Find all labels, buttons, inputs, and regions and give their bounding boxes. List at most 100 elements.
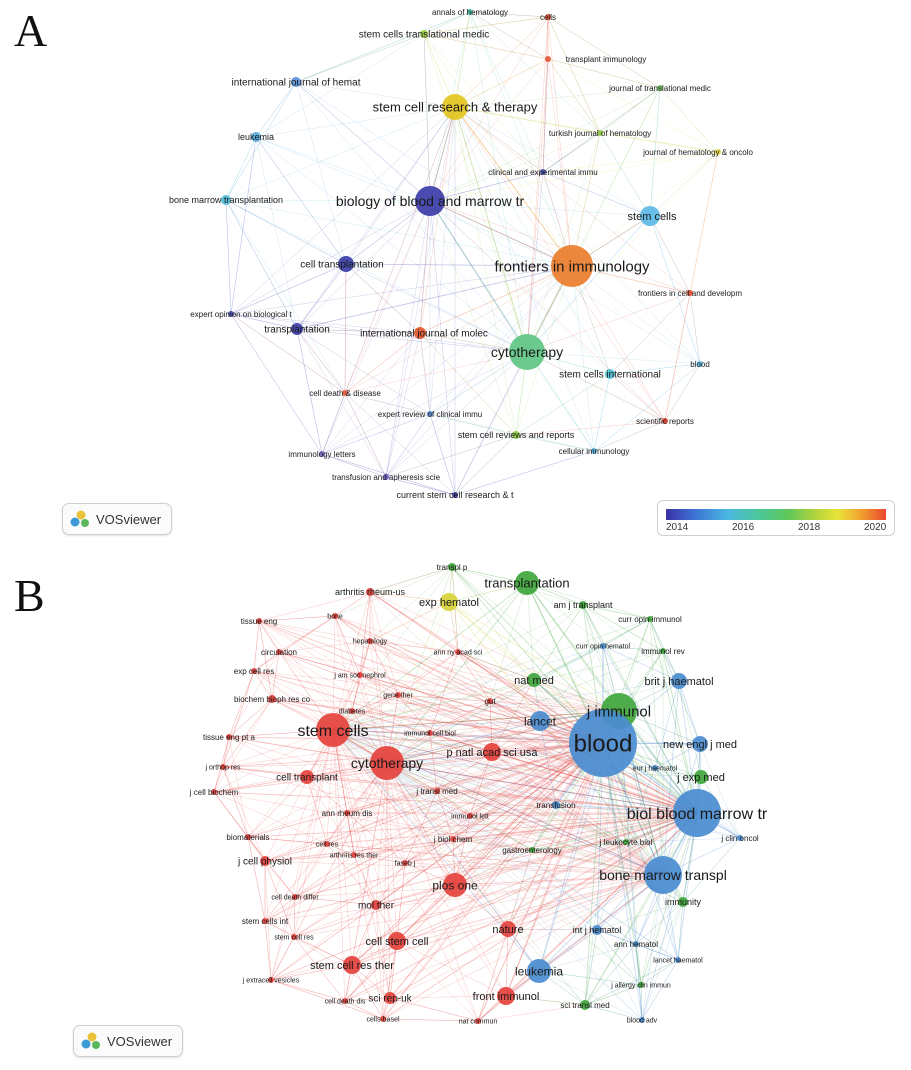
network-map-a: annals of hematology cells stem cells tran… [169, 8, 754, 500]
network-b-link-655 [264, 812, 698, 922]
network-b-link-532 [326, 812, 348, 845]
network-b-link-649 [294, 896, 377, 906]
network-a-link-197 [429, 351, 528, 415]
network-b-link-589 [404, 790, 438, 864]
network-a-link-190 [419, 332, 517, 436]
network-b-link-694 [293, 874, 664, 938]
network-b-link-832 [584, 742, 604, 1006]
network-b-link-282 [332, 729, 698, 814]
network-a-link-159 [689, 151, 719, 294]
network-b-link-371 [222, 670, 255, 768]
network-a-link-246 [664, 292, 691, 422]
network-b-node-curr-opin-hematol [600, 643, 606, 649]
network-b-link-74 [258, 615, 336, 622]
network-b-link-657 [264, 920, 295, 938]
network-b-link-544 [326, 843, 355, 856]
vosviewer-badge-b: VOSviewer [73, 1025, 184, 1057]
network-a-link-15 [469, 11, 549, 18]
network-b-label-j-orthop-res: j orthop res [204, 765, 241, 772]
network-b-link-470 [452, 815, 471, 840]
network-b-node-tissue-eng-pt-a [226, 734, 232, 740]
network-b-node-j-extracell-vesicles [268, 977, 274, 983]
network-a-link-10 [454, 16, 549, 108]
network-b-link-487 [531, 841, 627, 851]
network-a-link-198 [526, 351, 595, 452]
network-b-label-p-natl-acad-sci-usa: p natl acad sci usa [446, 747, 538, 759]
network-b-link-58 [582, 604, 604, 647]
network-b-link-295 [429, 732, 664, 876]
network-a-link-110 [225, 199, 232, 315]
network-b-link-190 [386, 679, 535, 764]
network-a-link-43 [255, 81, 297, 138]
network-b-link-369 [222, 698, 273, 768]
network-b-link-125 [278, 651, 361, 676]
network-b-label-circulation: circulation [261, 648, 297, 657]
network-a-link-205 [689, 292, 701, 365]
network-b-link-80 [258, 620, 388, 764]
network-b-label-j-biol-chem: j biol chem [433, 835, 473, 844]
network-a-link-4 [423, 11, 471, 35]
network-b-link-826 [505, 995, 586, 1006]
network-b-link-700 [293, 936, 346, 1002]
network-b-link-790 [264, 860, 272, 981]
network-a-link-255 [515, 373, 611, 436]
network-b-link-738 [584, 959, 679, 1006]
network-b-link-368 [222, 766, 249, 838]
network-b-link-319 [222, 736, 230, 768]
network-b-node-new-engl-j-med [692, 736, 708, 752]
network-b-link-379 [654, 767, 702, 778]
network-a-link-196 [419, 332, 528, 353]
network-a-link-283 [321, 453, 387, 478]
network-b-link-166 [253, 670, 388, 764]
network-a-link-121 [423, 33, 431, 202]
network-b-nodes [211, 563, 743, 1024]
legend-tick-2016: 2016 [732, 522, 755, 533]
network-b-label-biomaterials: biomaterials [226, 833, 269, 842]
network-b-link-684 [596, 929, 642, 986]
network-a-link-263 [593, 373, 611, 452]
network-b-link-76 [253, 615, 336, 672]
network-b-label-j-immunol: j immunol [586, 703, 651, 720]
network-a-link-229 [429, 106, 456, 415]
network-b-node-cell-transplant [300, 770, 314, 784]
network-b-link-179 [359, 674, 698, 814]
network-a-node-blood [697, 361, 703, 367]
network-b-node-faseb-j [402, 860, 408, 866]
network-b-link-180 [359, 674, 664, 876]
network-a-node-immunology-letters [319, 451, 325, 457]
network-a-link-50 [571, 87, 661, 267]
network-b-link-403 [678, 680, 702, 778]
network-b-link-147 [582, 604, 604, 647]
network-b-link-214 [397, 694, 698, 814]
network-b-link-29 [369, 591, 388, 764]
network-b-node-p-natl-acad-sci-usa [483, 743, 501, 761]
network-b-link-175 [359, 674, 620, 712]
network-b-link-223 [271, 698, 604, 744]
network-b-link-486 [596, 841, 627, 931]
network-a-label-expert-review-of-clinical-immu: expert review of clinical immu [378, 410, 482, 419]
network-b-link-463 [346, 790, 438, 814]
network-b-link-641 [375, 762, 388, 906]
network-b-label-leukemia: leukemia [515, 964, 563, 978]
network-b-node-curr-opin-immunol [647, 616, 653, 622]
network-b-link-335 [436, 751, 493, 792]
network-b-link-547 [353, 854, 377, 906]
network-b-link-552 [332, 729, 533, 851]
network-b-link-573 [264, 843, 328, 862]
network-b-link-188 [332, 679, 535, 731]
network-b-link-437 [555, 804, 627, 843]
network-a-node-cellular-immunology [591, 448, 597, 454]
network-a-link-79 [571, 132, 601, 267]
network-b-link-167 [253, 670, 698, 814]
network-b-link-7 [451, 566, 528, 584]
network-b-link-676 [452, 838, 509, 930]
network-b-link-119 [278, 651, 698, 814]
network-b-label-cell-res: cell res [316, 842, 339, 849]
network-a-node-stem-cells [640, 206, 660, 226]
panel-label-b: B [14, 570, 45, 621]
network-b-link-625 [247, 836, 296, 898]
network-b-link-642 [375, 812, 698, 906]
network-b-link-346 [654, 743, 701, 769]
network-b-link-602 [332, 729, 456, 886]
network-b-link-814 [389, 997, 479, 1022]
